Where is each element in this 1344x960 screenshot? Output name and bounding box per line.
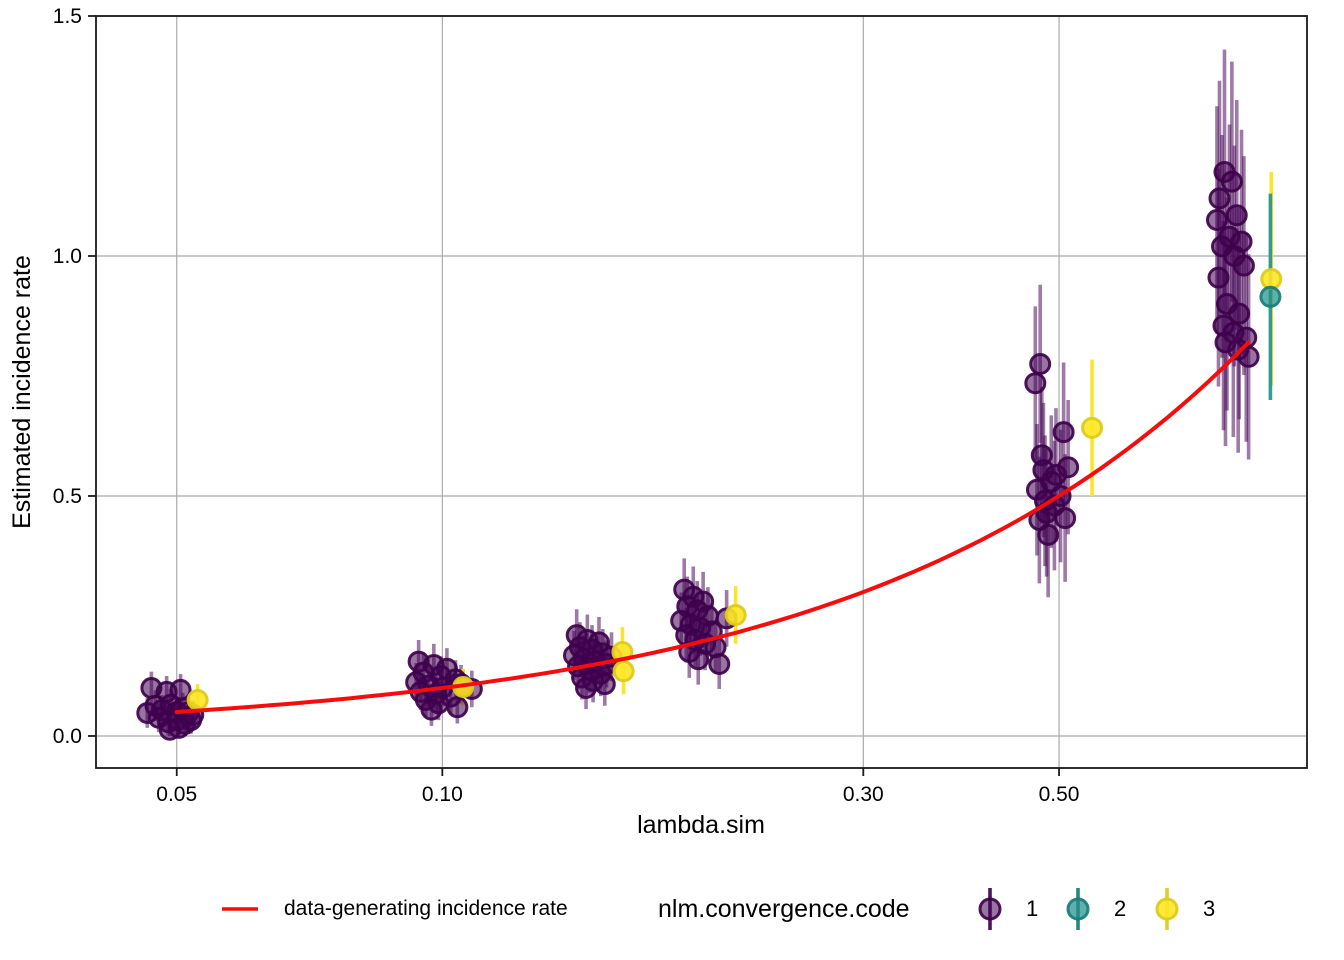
legend-key-label-2: 2 <box>1114 896 1127 921</box>
red-line-swatch <box>222 907 258 911</box>
data-point <box>1081 416 1104 439</box>
y-tick-label: 0.0 <box>53 725 82 748</box>
data-point <box>575 676 598 699</box>
panel-border <box>95 15 1308 769</box>
data-point <box>1057 456 1080 479</box>
legend-title: nlm.convergence.code <box>658 894 910 923</box>
axis-ticks-and-labels: 0.05 0.10 0.30 0.50 0.0 0.5 1.0 1.5 <box>53 5 1080 806</box>
data-point <box>1207 266 1230 289</box>
data-point <box>1259 285 1282 308</box>
legend-key-label-3: 3 <box>1203 896 1216 921</box>
data-point <box>420 698 443 721</box>
y-tick-label: 1.5 <box>53 5 82 28</box>
x-axis-title: lambda.sim <box>637 811 765 839</box>
data-point <box>1232 254 1255 277</box>
data-point <box>593 673 616 696</box>
data-point <box>1024 372 1047 395</box>
data-points <box>136 160 1283 741</box>
data-point <box>136 701 159 724</box>
legend: data-generating incidence rate nlm.conve… <box>0 876 1344 942</box>
legend-key-code-3: 3 <box>1153 876 1215 942</box>
data-point <box>687 648 710 671</box>
data-point <box>1208 187 1231 210</box>
reference-curve <box>174 340 1251 714</box>
gridlines <box>96 15 1307 768</box>
x-tick-label: 0.10 <box>422 783 463 806</box>
data-point <box>1054 507 1077 530</box>
data-point <box>186 688 209 711</box>
x-tick-label: 0.30 <box>843 783 884 806</box>
x-tick-label: 0.50 <box>1039 783 1080 806</box>
y-tick-label: 1.0 <box>53 245 82 268</box>
pointrange-glyph-code-3 <box>1155 888 1179 930</box>
data-point <box>708 652 731 675</box>
legend-line-label: data-generating incidence rate <box>284 897 568 920</box>
legend-item-reference-line: data-generating incidence rate <box>220 876 568 942</box>
legend-key-code-1: 1 <box>976 876 1038 942</box>
data-generating-rate-line <box>174 340 1251 714</box>
y-axis-title: Estimated incidence rate <box>8 255 36 529</box>
data-point <box>1029 352 1052 375</box>
data-point <box>612 660 635 683</box>
data-point <box>1225 204 1248 227</box>
pointrange-glyph-code-2 <box>1066 888 1090 930</box>
legend-key-label-1: 1 <box>1026 896 1039 921</box>
data-point <box>1037 523 1060 546</box>
data-point <box>724 604 747 627</box>
data-point <box>158 718 181 741</box>
data-point <box>1237 345 1260 368</box>
pointrange-glyph-code-1 <box>978 888 1002 930</box>
legend-key-code-2: 2 <box>1064 876 1126 942</box>
y-tick-label: 0.5 <box>53 485 82 508</box>
panel-frame <box>95 15 1308 769</box>
data-point <box>446 696 469 719</box>
data-point <box>1205 208 1228 231</box>
chart-canvas: 0.05 0.10 0.30 0.500.00.51.01.5 lambda.sim … <box>8 5 1308 839</box>
data-point <box>1260 268 1283 291</box>
data-point <box>1052 421 1075 444</box>
data-point <box>1220 170 1243 193</box>
x-tick-label: 0.05 <box>156 783 197 806</box>
data-point <box>1228 302 1251 325</box>
